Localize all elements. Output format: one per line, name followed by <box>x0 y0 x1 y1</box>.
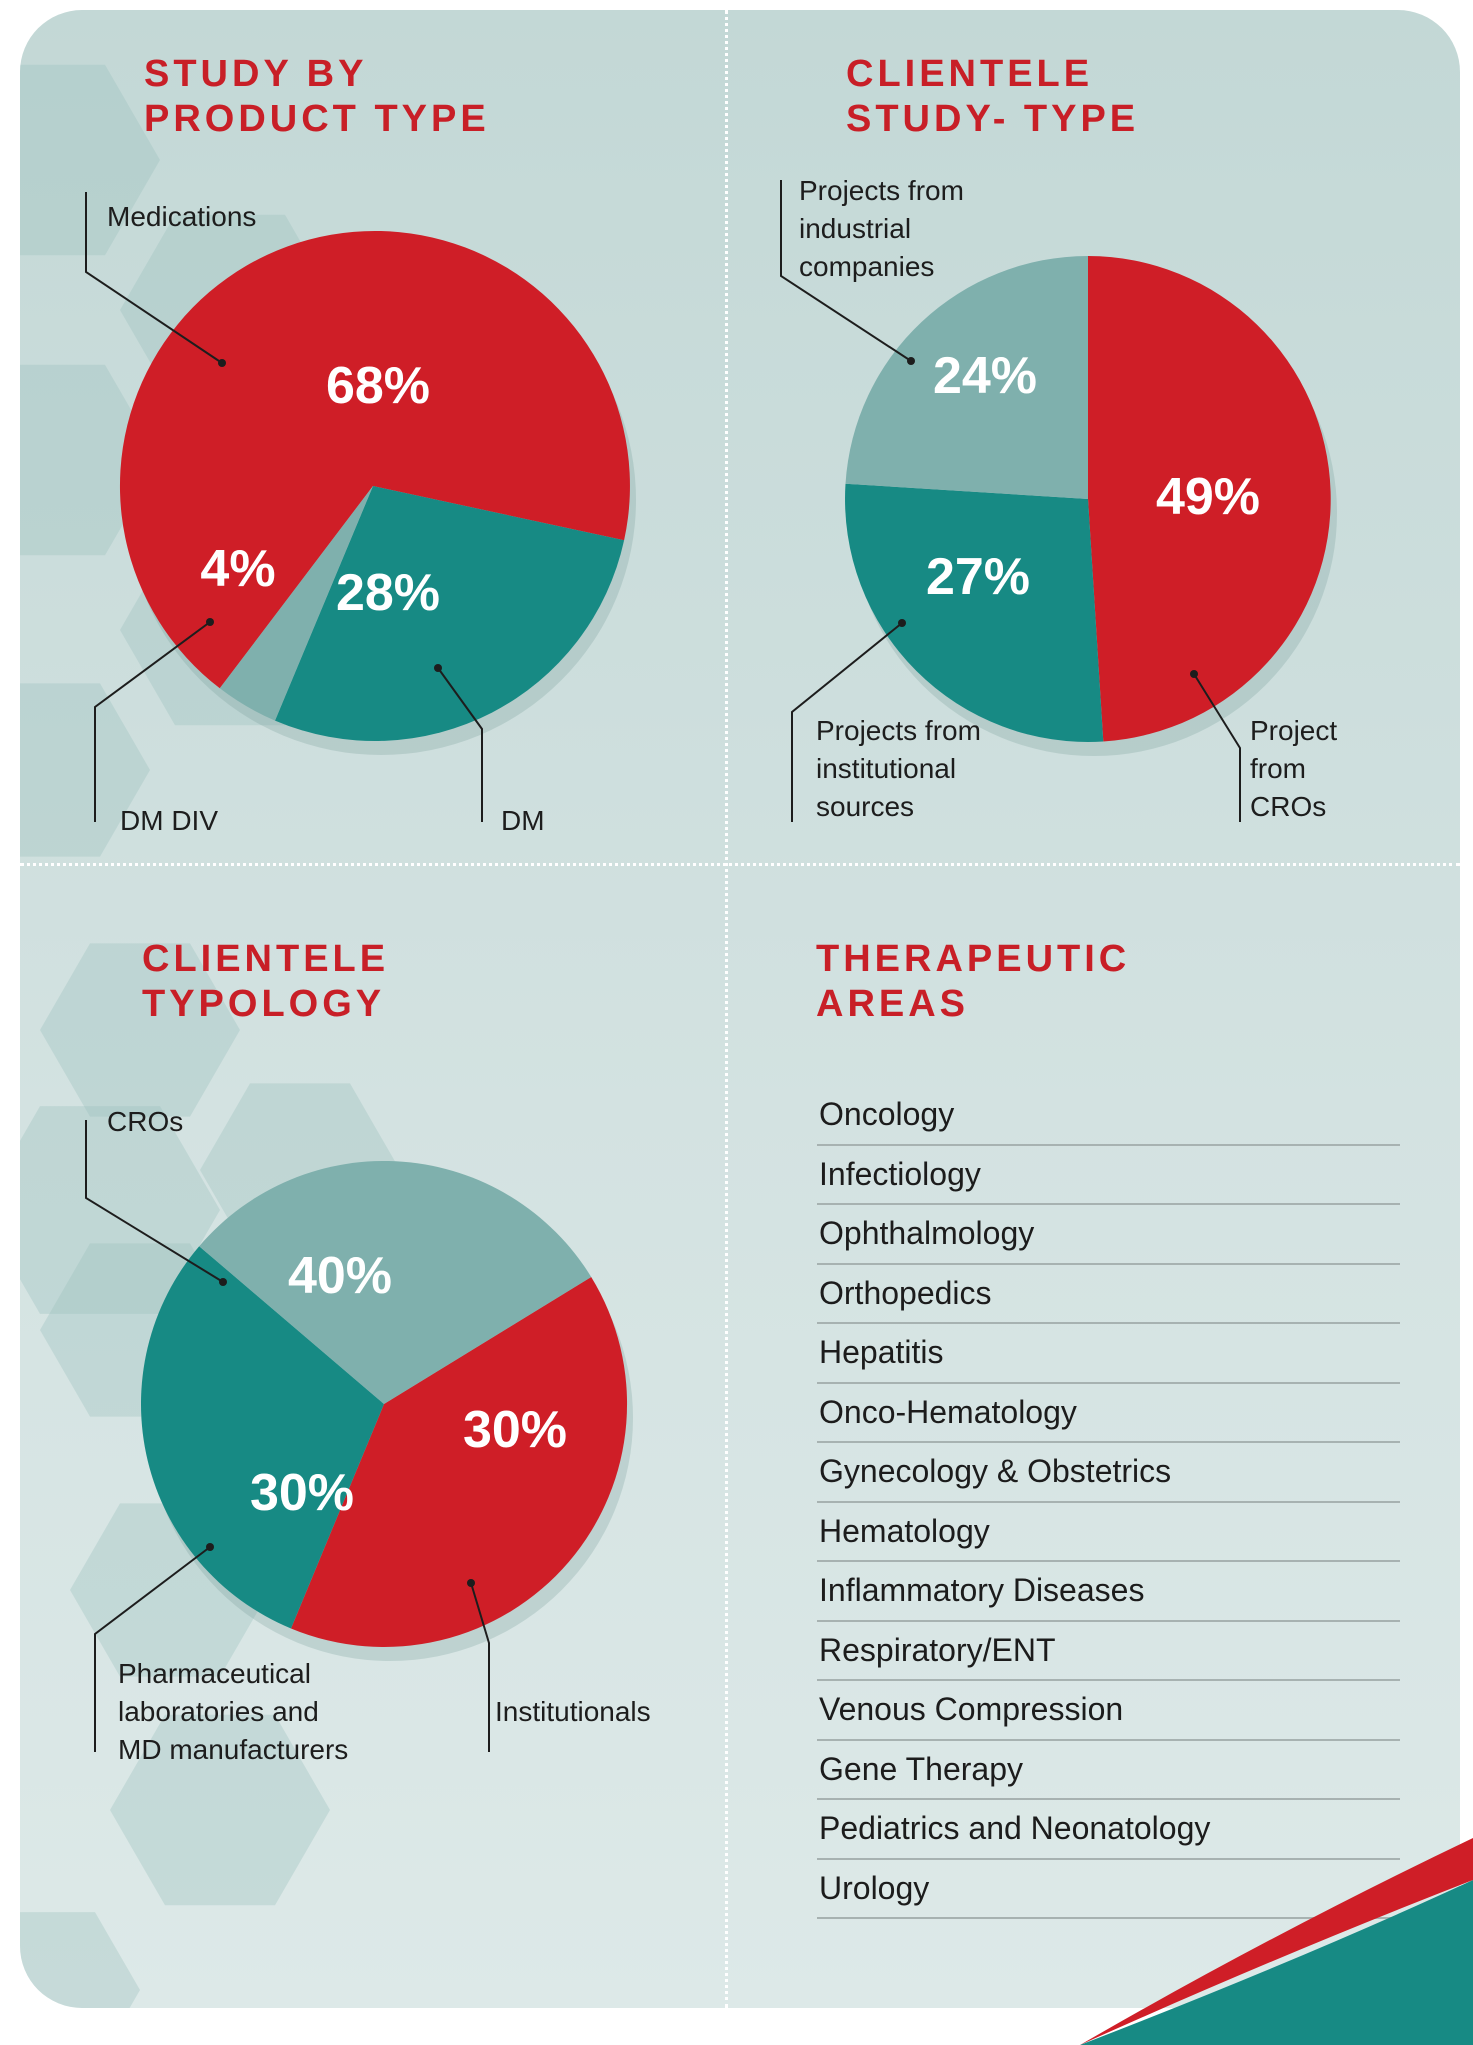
chart-title-product-type: STUDY BY PRODUCT TYPE <box>144 53 490 140</box>
therapeutic-areas-list: Oncology Infectiology Ophthalmology Orthope… <box>817 1086 1400 1919</box>
leader-line <box>94 621 211 822</box>
therapeutic-area-item: Venous Compression <box>817 1681 1400 1741</box>
background-hexagon <box>20 64 160 256</box>
slice-label-cros-projects: Project from CROs <box>1250 715 1338 822</box>
slice-label-medications: Medications <box>107 201 257 232</box>
leader-dot <box>206 1543 214 1551</box>
pie-chart-clientele-study-type: 49% 27% 24% <box>780 180 1337 822</box>
leader-dot <box>907 357 915 365</box>
pie-slice <box>119 230 630 689</box>
leader-line <box>780 180 912 362</box>
pie-value-label: 28% <box>336 564 440 622</box>
background-hexagon <box>20 1106 220 1314</box>
leader-dot <box>219 1278 227 1286</box>
pie-chart-product-type: 68% 28% 4% <box>85 192 636 822</box>
pie-slice <box>199 1160 592 1404</box>
slice-label-institutionals: Institutionals <box>495 1696 651 1727</box>
slice-label-industrial-companies: Projects from industrial companies <box>799 175 964 282</box>
pie-value-label: 30% <box>463 1401 567 1459</box>
leader-dot <box>898 619 906 627</box>
background-hexagon <box>20 683 150 857</box>
pie-value-label: 49% <box>1156 468 1260 526</box>
leader-line <box>1193 673 1241 822</box>
leader-dot <box>434 664 442 672</box>
therapeutic-area-item: Infectiology <box>817 1146 1400 1205</box>
pie-value-label: 24% <box>933 347 1037 405</box>
slice-label-cros: CROs <box>107 1106 184 1137</box>
background-hexagon <box>20 1912 140 2008</box>
therapeutic-area-item: Oncology <box>817 1086 1400 1146</box>
therapeutic-area-item: Gene Therapy <box>817 1741 1400 1800</box>
leader-line <box>470 1582 490 1752</box>
pie-slice <box>140 1246 384 1629</box>
slice-label-dm: DM <box>501 805 545 836</box>
leader-dot <box>467 1579 475 1587</box>
pie-slice <box>1088 256 1331 742</box>
therapeutic-areas-title: THERAPEUTIC AREAS <box>816 938 1131 1025</box>
therapeutic-area-item: Respiratory/ENT <box>817 1622 1400 1681</box>
pie-value-label: 40% <box>288 1247 392 1305</box>
pie-value-label: 68% <box>326 357 430 415</box>
therapeutic-area-item: Urology <box>817 1860 1400 1919</box>
pie-slice <box>275 486 625 742</box>
therapeutic-area-item: Inflammatory Diseases <box>817 1562 1400 1622</box>
pie-slice <box>845 483 1104 742</box>
horizontal-divider <box>20 863 1460 866</box>
therapeutic-area-item: Hepatitis <box>817 1324 1400 1384</box>
leader-line <box>94 1546 211 1752</box>
pie-slice <box>291 1277 628 1648</box>
slice-label-dm-div: DM DIV <box>120 805 218 836</box>
therapeutic-area-item: Pediatrics and Neonatology <box>817 1800 1400 1860</box>
leader-line <box>791 622 903 822</box>
infographic-card: STUDY BY PRODUCT TYPE 68% 28% 4% Medicatio… <box>20 10 1460 2008</box>
slice-label-pharmaceutical-laboratories: Pharmaceutical laboratories and MD manuf… <box>118 1658 349 1765</box>
therapeutic-area-item: Onco-Hematology <box>817 1384 1400 1443</box>
pie-value-label: 27% <box>926 548 1030 606</box>
slice-label-institutional-sources: Projects from institutional sources <box>816 715 981 822</box>
chart-title-clientele-typology: CLIENTELE TYPOLOGY <box>142 938 390 1025</box>
therapeutic-area-item: Gynecology & Obstetrics <box>817 1443 1400 1503</box>
vertical-divider <box>725 10 728 2008</box>
pie-value-label: 30% <box>250 1464 354 1522</box>
leader-line <box>85 1120 224 1283</box>
therapeutic-area-item: Ophthalmology <box>817 1205 1400 1265</box>
pie-value-label: 4% <box>200 540 275 598</box>
leader-dot <box>218 359 226 367</box>
leader-dot <box>206 618 214 626</box>
pie-chart-clientele-typology: 40% 30% 30% <box>85 1120 633 1752</box>
pie-slice <box>219 486 373 721</box>
therapeutic-area-item: Orthopedics <box>817 1265 1400 1324</box>
background-hexagon <box>110 1714 330 1906</box>
leader-dot <box>1190 670 1198 678</box>
leader-line <box>437 667 483 822</box>
leader-line <box>85 192 223 364</box>
therapeutic-area-item: Hematology <box>817 1503 1400 1562</box>
chart-title-clientele-study-type: CLIENTELE STUDY- TYPE <box>846 53 1140 140</box>
pie-slice <box>845 256 1088 499</box>
background-hexagon <box>40 943 240 1117</box>
